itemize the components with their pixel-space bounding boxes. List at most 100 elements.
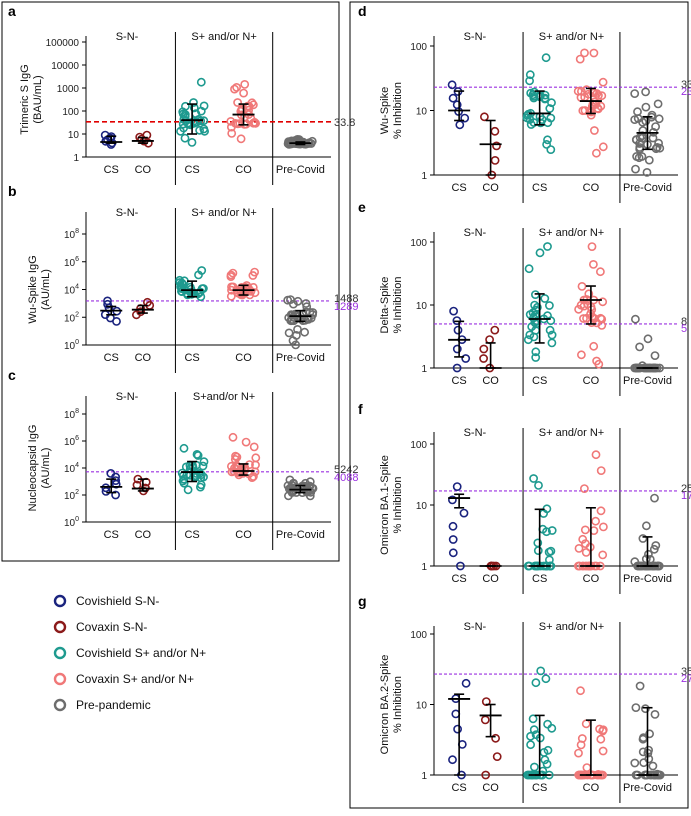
- data-point: [535, 248, 545, 258]
- y-axis-label: % Inhibition: [392, 277, 404, 334]
- x-category-label: Pre-Covid: [276, 529, 325, 541]
- x-category-label: CS: [532, 375, 547, 387]
- data-point: [574, 544, 584, 553]
- x-category-label: CO: [482, 573, 499, 585]
- legend-label-CS_neg: Covishield S-N-: [76, 594, 159, 608]
- data-point: [543, 135, 552, 145]
- data-point: [142, 130, 152, 140]
- chart-c: c 100 102 104 106 108 Nucleocapsid IgG (AU/mL) S…: [8, 367, 358, 550]
- y-tick-label: 10: [416, 301, 428, 312]
- threshold-label: 5242: [334, 464, 358, 476]
- data-point: [645, 729, 654, 739]
- data-point: [541, 674, 551, 684]
- y-tick-label: 1: [421, 562, 427, 573]
- data-point: [460, 113, 470, 123]
- data-point: [485, 335, 494, 344]
- data-point: [447, 495, 457, 505]
- data-point: [529, 725, 539, 735]
- data-point: [633, 107, 642, 117]
- data-point: [452, 363, 462, 373]
- data-point: [651, 541, 661, 550]
- data-point: [293, 296, 303, 306]
- data-point: [590, 126, 599, 135]
- data-point: [638, 734, 648, 744]
- y-tick-label: 102: [64, 311, 79, 324]
- y-tick-label: 10: [416, 501, 428, 512]
- data-point: [644, 549, 653, 559]
- legend-marker-CS_pos: [53, 646, 67, 660]
- data-point: [584, 289, 594, 299]
- data-point: [526, 731, 535, 741]
- legend-label-pre: Pre-pandemic: [76, 698, 151, 712]
- group-label-neg: S-N-: [464, 31, 487, 43]
- data-point: [103, 296, 112, 306]
- x-category-label: CS: [184, 164, 199, 176]
- data-point: [530, 300, 539, 310]
- data-point: [448, 93, 458, 103]
- threshold-label: 5: [681, 323, 687, 335]
- data-point: [244, 102, 254, 111]
- x-category-label: CS: [532, 782, 547, 794]
- data-point: [461, 354, 471, 363]
- data-point: [596, 734, 606, 744]
- data-point: [453, 724, 462, 734]
- data-point: [240, 80, 250, 89]
- data-point: [641, 704, 650, 714]
- panel-letter-c: c: [8, 367, 16, 383]
- data-point: [592, 318, 602, 328]
- y-tick-label: 100: [410, 630, 427, 641]
- data-point: [635, 681, 645, 691]
- x-category-label: Pre-Covid: [623, 375, 672, 387]
- y-tick-label: 100: [64, 339, 79, 352]
- y-axis-label: % Inhibition: [392, 676, 404, 733]
- x-category-label: CS: [451, 573, 466, 585]
- data-point: [531, 678, 541, 688]
- data-point: [634, 153, 644, 163]
- data-point: [580, 106, 590, 115]
- data-point: [249, 442, 259, 452]
- x-category-label: CS: [184, 352, 199, 364]
- data-point: [631, 164, 640, 174]
- y-tick-label: 1: [73, 153, 79, 164]
- x-category-label: CO: [235, 164, 252, 176]
- data-point: [543, 719, 552, 729]
- group-label-neg: S-N-: [464, 227, 487, 239]
- threshold-label: 8: [681, 316, 687, 328]
- data-point: [230, 454, 240, 464]
- x-category-label: CO: [583, 375, 600, 387]
- y-tick-label: 100: [410, 238, 427, 249]
- data-point: [641, 87, 650, 97]
- data-point: [576, 740, 586, 750]
- y-tick-label: 1: [421, 171, 427, 182]
- data-point: [284, 328, 294, 338]
- data-point: [308, 310, 317, 319]
- data-point: [286, 316, 296, 326]
- data-point: [199, 457, 209, 467]
- data-point: [597, 91, 607, 101]
- y-tick-label: 10: [68, 130, 80, 141]
- x-category-label: Pre-Covid: [276, 352, 325, 364]
- chart-d: d 1 10 100 Wu-Spike% Inhibition S-N- S+ and/or…: [358, 3, 691, 203]
- data-point: [598, 142, 608, 152]
- y-axis-label: % Inhibition: [392, 82, 404, 139]
- data-point: [577, 350, 586, 360]
- threshold-label: 27: [681, 673, 691, 685]
- data-point: [589, 341, 599, 351]
- y-tick-label: 100: [410, 42, 427, 53]
- data-point: [452, 344, 462, 354]
- data-point: [545, 301, 554, 310]
- y-tick-label: 108: [64, 408, 79, 421]
- legend-label-CS_pos: Covishield S+ and/or N+: [76, 646, 206, 660]
- data-point: [177, 278, 187, 288]
- data-point: [533, 546, 543, 555]
- data-point: [580, 484, 589, 493]
- chart-e: e 1 10 100 Delta-Spike% Inhibition S-N- S+ and…: [358, 199, 687, 396]
- group-label-neg: S-N-: [464, 621, 487, 633]
- data-point: [491, 733, 500, 743]
- y-tick-label: 106: [64, 256, 79, 269]
- y-axis-label: Omicron BA.2-Spike: [379, 655, 391, 755]
- data-point: [598, 746, 608, 756]
- x-category-label: CO: [482, 375, 499, 387]
- data-point: [198, 461, 208, 471]
- data-point: [525, 70, 535, 80]
